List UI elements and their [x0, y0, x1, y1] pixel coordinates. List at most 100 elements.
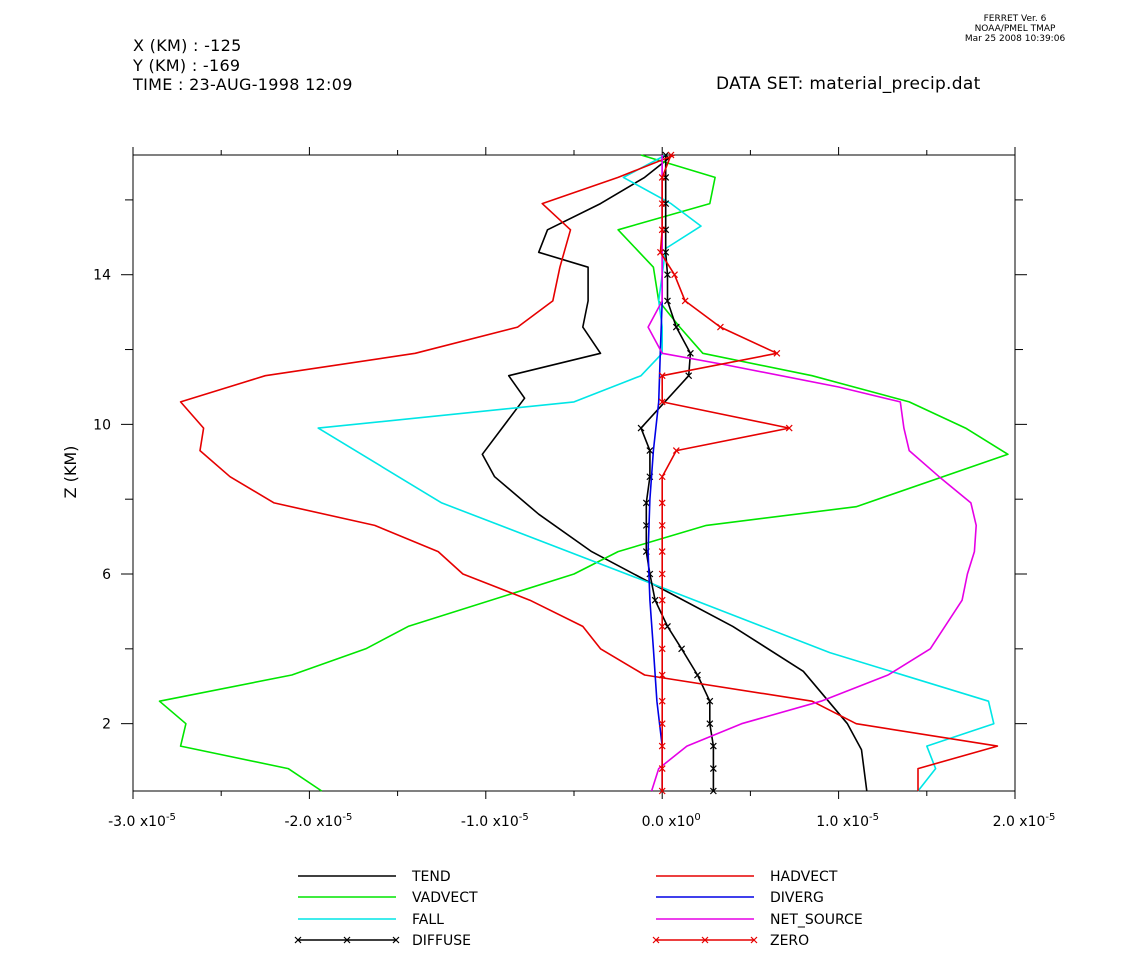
series-zero-marker	[681, 297, 689, 305]
ferret-version: FERRET Ver. 6	[983, 14, 1047, 24]
x-tick-label: -1.0 x10-5	[461, 812, 529, 830]
legend-swatch-marker	[652, 936, 660, 944]
plot-frame	[132, 154, 1016, 792]
legend-item-tend: TEND	[298, 869, 451, 885]
series-hadvect	[179, 154, 999, 791]
series-zero-marker	[658, 645, 666, 653]
series-diffuse-marker	[709, 765, 717, 772]
legend-item-net-source: NET_SOURCE	[656, 912, 863, 928]
legend-label: DIVERG	[770, 890, 824, 906]
series-zero-marker	[658, 787, 666, 795]
legend-label: TEND	[411, 869, 451, 885]
series-zero-marker	[773, 349, 781, 357]
legend-swatch-marker	[294, 936, 302, 944]
series-diffuse-marker	[686, 349, 694, 357]
series-diffuse-marker	[706, 697, 714, 705]
series-diffuse-marker	[685, 372, 693, 380]
series-diffuse-marker	[646, 570, 654, 578]
series-zero-marker	[658, 521, 666, 529]
legend-label: DIFFUSE	[412, 933, 471, 949]
series-zero-marker	[658, 742, 666, 750]
series-diffuse-marker	[709, 742, 717, 750]
series-diffuse-line	[640, 155, 715, 791]
x-tick-mantissa: -1.0 x10	[461, 814, 519, 830]
series-zero-marker	[657, 248, 664, 256]
ferret-version-stamp: FERRET Ver. 6 NOAA/PMEL TMAP Mar 25 2008…	[955, 14, 1075, 44]
series-zero-marker	[658, 720, 666, 728]
legend-label: FALL	[412, 912, 444, 928]
series-diffuse-marker	[672, 323, 680, 331]
series-zero	[657, 151, 793, 795]
series-net-source	[647, 155, 978, 792]
x-location-label: X (KM) : -125	[133, 36, 242, 55]
series-zero-marker	[658, 671, 666, 679]
series-hadvect-line	[179, 154, 999, 791]
x-tick-mantissa: 2.0 x10	[993, 814, 1046, 830]
series-zero-marker	[658, 765, 666, 772]
dataset-label: DATA SET: material_precip.dat	[716, 74, 981, 94]
series-net-source-line	[647, 155, 978, 792]
y-tick-label: 6	[102, 567, 111, 583]
y-axis-label: Z (KM)	[61, 446, 80, 499]
series-fall	[317, 154, 995, 792]
x-tick-label: -3.0 x10-5	[108, 812, 176, 830]
legend-item-diffuse: DIFFUSE	[294, 933, 471, 949]
legend-item-hadvect: HADVECT	[656, 869, 838, 885]
x-tick-exponent: -5	[869, 812, 879, 823]
series-diffuse-marker	[662, 248, 670, 256]
x-tick-exponent: -5	[166, 812, 176, 823]
legend-item-zero: ZERO	[652, 933, 809, 949]
series-diffuse	[637, 151, 717, 795]
series-zero-marker	[667, 151, 675, 159]
y-tick-label: 2	[102, 717, 111, 733]
series-zero-marker	[672, 447, 680, 454]
series-lines	[158, 151, 1009, 795]
y-tick-label: 14	[93, 268, 111, 284]
legend-item-vadvect: VADVECT	[298, 890, 478, 906]
x-tick-label: -2.0 x10-5	[284, 812, 352, 830]
legend-item-diverg: DIVERG	[656, 890, 824, 906]
x-tick-mantissa: 1.0 x10	[816, 814, 869, 830]
series-diffuse-marker	[678, 645, 686, 653]
legend-item-fall: FALL	[298, 912, 444, 928]
series-diffuse-marker	[706, 720, 714, 728]
series-zero-marker	[658, 596, 666, 604]
series-zero-marker	[658, 697, 666, 705]
series-zero-marker	[658, 398, 666, 406]
series-diffuse-marker	[637, 424, 645, 432]
series-zero-marker	[785, 424, 793, 432]
x-tick-mantissa: -2.0 x10	[284, 814, 342, 830]
series-zero-marker	[658, 622, 666, 630]
legend-label: ZERO	[770, 933, 809, 949]
axis-tick-labels: -3.0 x10-5 -2.0 x10-5 -1.0 x10-5 0.0 x100 1.…	[93, 268, 1055, 830]
x-tick-mantissa: -3.0 x10	[108, 814, 166, 830]
series-zero-line	[659, 154, 791, 791]
series-diffuse-marker	[664, 622, 671, 630]
y-tick-label: 10	[93, 417, 111, 433]
series-zero-marker	[671, 271, 678, 279]
legend: TEND VADVECT FALL DIFFUSE HADVECT DIVERG NET_S…	[294, 869, 863, 949]
legend-swatch-marker	[750, 936, 758, 944]
x-tick-label: 0.0 x100	[642, 812, 701, 830]
series-diffuse-marker	[664, 271, 671, 279]
legend-label: NET_SOURCE	[770, 912, 863, 928]
y-location-label: Y (KM) : -169	[133, 56, 241, 75]
ferret-date: Mar 25 2008 10:39:06	[964, 34, 1066, 44]
series-zero-marker	[658, 174, 666, 181]
series-diffuse-marker	[694, 671, 701, 679]
ferret-org: NOAA/PMEL TMAP	[974, 24, 1056, 34]
series-vadvect	[158, 154, 1009, 792]
series-zero-marker	[716, 323, 724, 331]
x-tick-label: 2.0 x10-5	[993, 812, 1056, 830]
x-tick-exponent: 0	[694, 812, 700, 823]
x-tick-label: 1.0 x10-5	[816, 812, 879, 830]
series-zero-marker	[658, 499, 666, 507]
legend-label: VADVECT	[412, 890, 478, 906]
series-diffuse-marker	[709, 787, 717, 795]
x-tick-exponent: -5	[519, 812, 529, 823]
series-tend-line	[481, 154, 868, 792]
x-tick-exponent: -5	[1045, 812, 1055, 823]
legend-swatch-marker	[392, 936, 400, 944]
x-tick-exponent: -5	[342, 812, 352, 823]
